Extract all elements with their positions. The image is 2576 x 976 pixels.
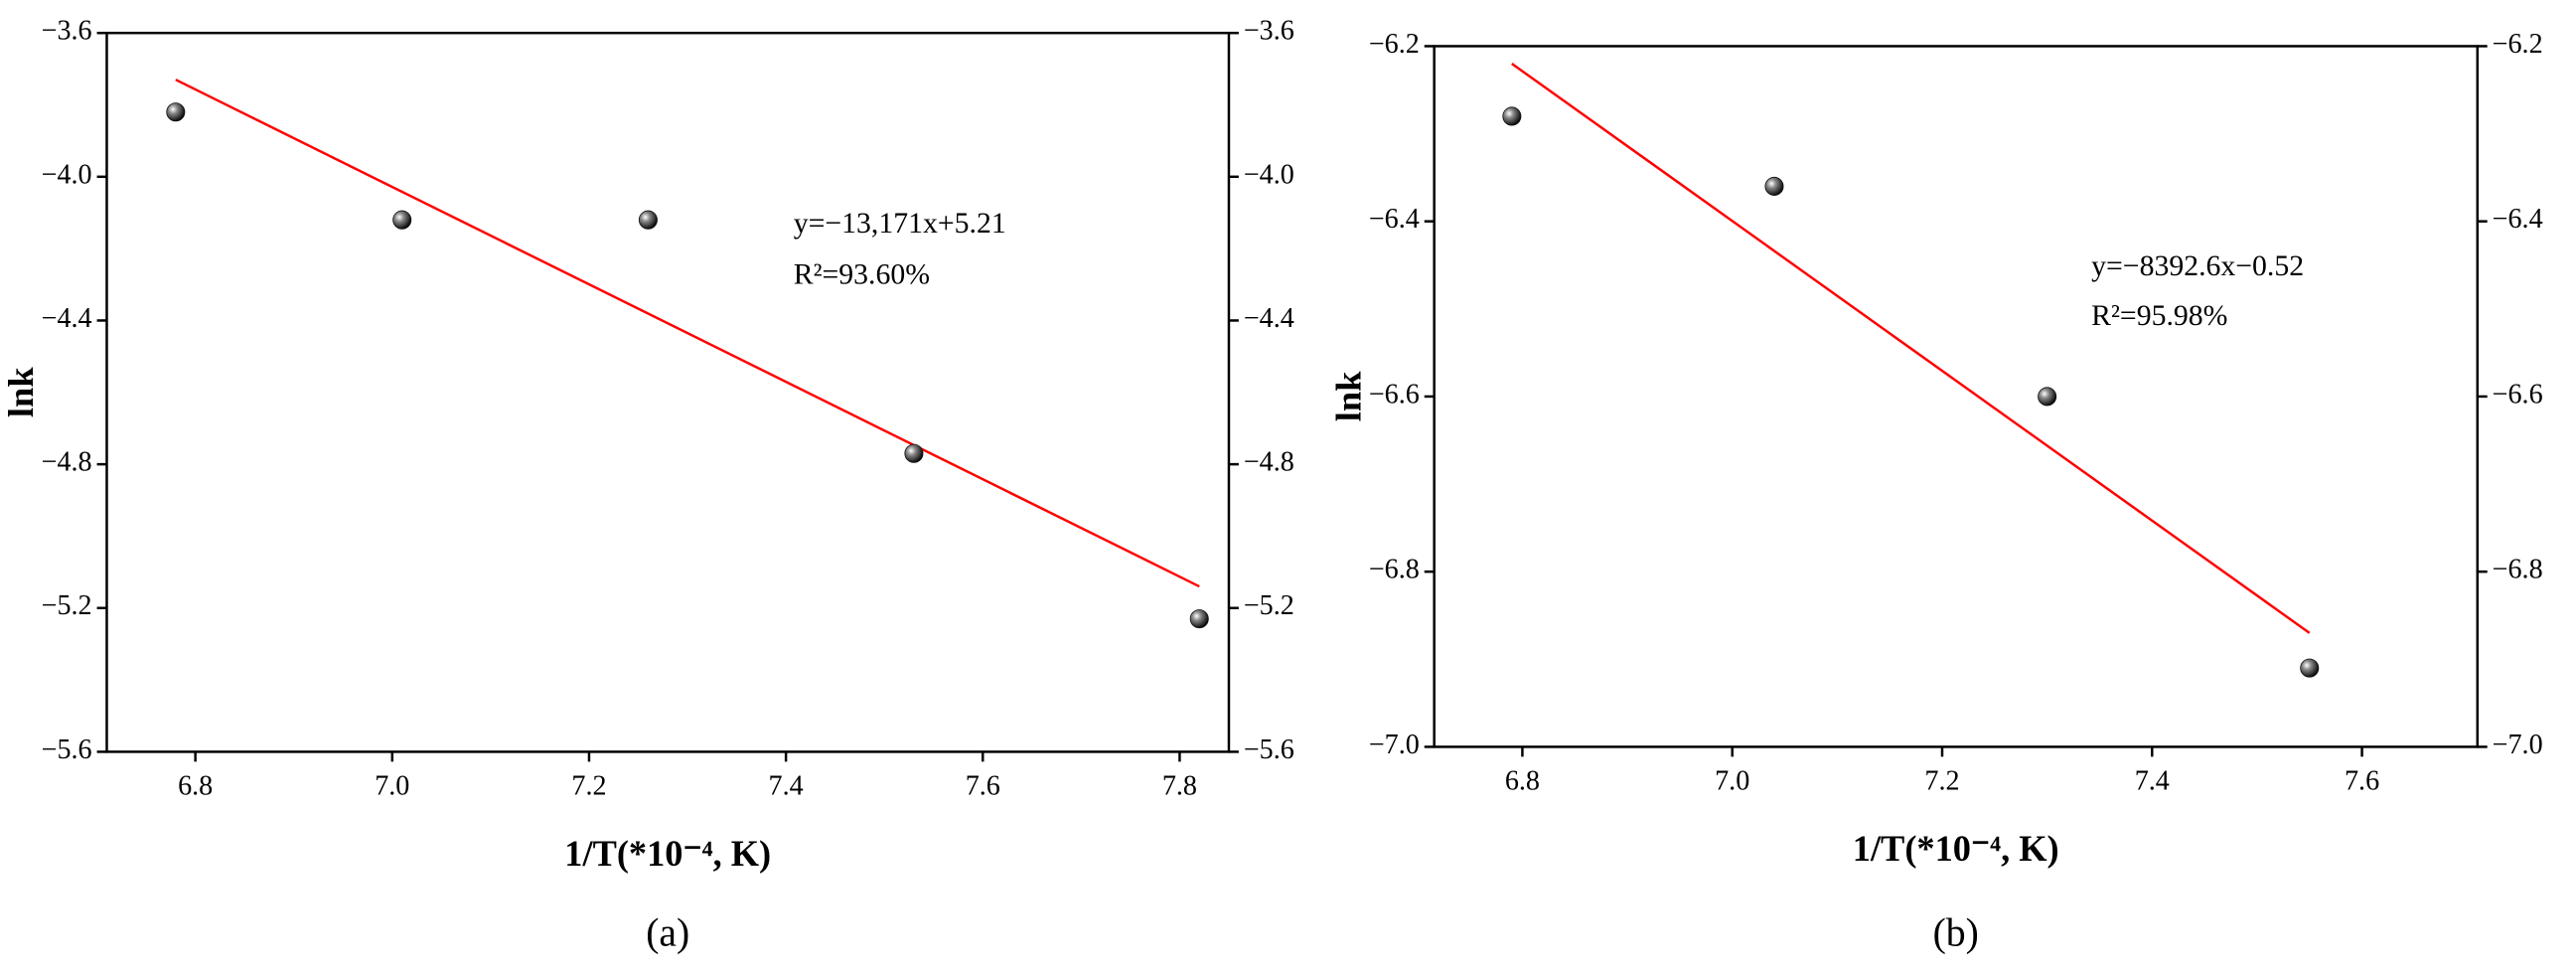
y2-tick-label: −7.0 <box>2493 730 2543 760</box>
x-tick-label: 7.4 <box>2135 765 2170 796</box>
point <box>166 102 186 122</box>
y-tick-label: −6.4 <box>1369 204 1420 235</box>
y2-tick-label: −4.4 <box>1244 303 1294 334</box>
equation: y=−13,171x+5.21 <box>794 207 1006 240</box>
y-tick-label: −5.2 <box>42 590 92 621</box>
y-tick-label: −4.0 <box>42 159 92 190</box>
x-tick-label: 6.8 <box>1505 765 1540 796</box>
x-tick-label: 7.6 <box>966 770 1000 801</box>
y-tick-label: −4.8 <box>42 447 92 478</box>
y-tick-label: −6.8 <box>1369 555 1420 585</box>
plot-frame <box>105 31 1231 753</box>
plot-frame <box>1433 45 2480 748</box>
y-axis-label: lnk <box>1 367 41 417</box>
point <box>1764 176 1784 196</box>
y-tick-label: −3.6 <box>42 16 92 47</box>
y-axis-label: lnk <box>1328 371 1368 421</box>
y2-tick-label: −3.6 <box>1244 16 1294 47</box>
y2-tick-label: −4.0 <box>1244 159 1294 190</box>
fit-line <box>1511 63 2311 634</box>
point <box>638 210 658 230</box>
y-tick-label: −7.0 <box>1369 730 1420 760</box>
y2-tick-label: −5.2 <box>1244 590 1294 621</box>
y-tick-label: −6.6 <box>1369 379 1420 409</box>
point <box>392 210 412 230</box>
y-tick-label: −6.2 <box>1369 29 1420 60</box>
fit-line <box>175 79 1200 588</box>
point <box>2038 387 2057 407</box>
point <box>904 443 924 463</box>
point <box>1502 106 1522 126</box>
x-tick-label: 7.8 <box>1162 770 1197 801</box>
x-tick-label: 7.0 <box>1715 765 1749 796</box>
x-axis-label: 1/T(*10⁻⁴, K) <box>564 834 771 874</box>
y-tick-label: −5.6 <box>42 734 92 765</box>
y2-tick-label: −6.2 <box>2493 29 2543 60</box>
x-tick-label: 7.4 <box>769 770 804 801</box>
r-squared: R²=95.98% <box>2091 299 2227 332</box>
y2-tick-label: −6.4 <box>2493 204 2543 235</box>
x-tick-label: 7.2 <box>1924 765 1959 796</box>
r-squared: R²=93.60% <box>794 257 930 290</box>
y2-tick-label: −5.6 <box>1244 734 1294 765</box>
panel-label: (a) <box>646 910 689 954</box>
y2-tick-label: −4.8 <box>1244 447 1294 478</box>
point <box>2300 658 2320 678</box>
y2-tick-label: −6.8 <box>2493 555 2543 585</box>
equation: y=−8392.6x−0.52 <box>2091 249 2304 282</box>
panel-label: (b) <box>1933 910 1979 954</box>
x-tick-label: 7.2 <box>571 770 606 801</box>
x-axis-label: 1/T(*10⁻⁴, K) <box>1853 829 2059 869</box>
y-tick-label: −4.4 <box>42 303 92 334</box>
x-tick-label: 7.0 <box>375 770 409 801</box>
x-tick-label: 6.8 <box>178 770 213 801</box>
y2-tick-label: −6.6 <box>2493 379 2543 409</box>
x-tick-label: 7.6 <box>2345 765 2379 796</box>
point <box>1189 609 1209 629</box>
